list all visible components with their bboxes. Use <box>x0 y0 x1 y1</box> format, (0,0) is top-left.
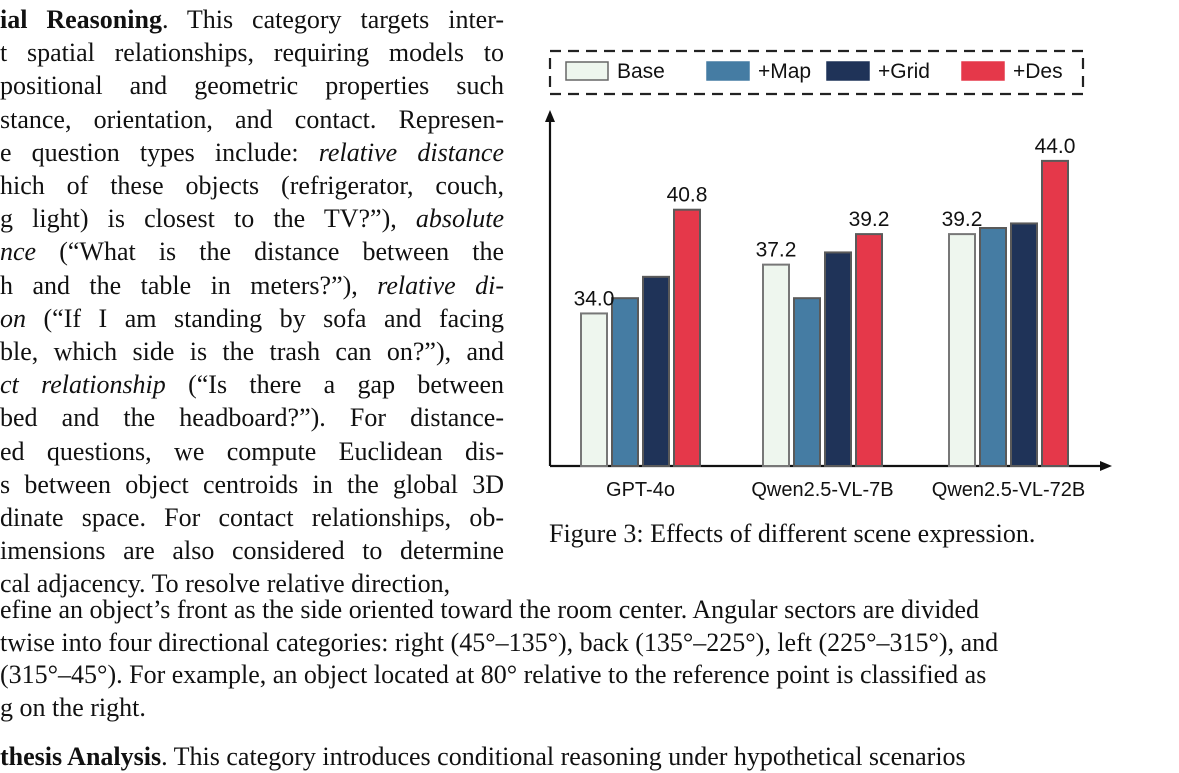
text-segment: h and the table in meters?”), <box>0 270 378 300</box>
legend-label: +Grid <box>878 60 930 83</box>
text-line: g light) is closest to the TV?”), absolu… <box>0 203 504 235</box>
text-segment: hich of these objects (refrigerator, cou… <box>0 171 504 200</box>
legend-label: +Des <box>1013 60 1063 83</box>
section-heading: thesis Analysis <box>0 742 162 771</box>
legend-swatch <box>961 61 1005 81</box>
bar <box>1041 159 1069 467</box>
data-label: 37.2 <box>756 239 797 262</box>
text-segment: nce <box>0 237 37 267</box>
next-paragraph-line: thesis Analysis. This category introduce… <box>0 741 966 773</box>
text-line: ble, which side is the trash can on?”), … <box>0 336 504 368</box>
text-line: stance, orientation, and contact. Repres… <box>0 104 504 136</box>
text-line: g on the right. <box>0 692 146 722</box>
text-line: hich of these objects (refrigerator, cou… <box>0 170 504 202</box>
text-segment: t spatial relationships, requiring model… <box>0 38 504 68</box>
bar <box>948 233 976 467</box>
text-segment: ct relationship <box>0 370 166 400</box>
legend-label: Base <box>617 60 665 83</box>
text-line: ial Reasoning. This category targets int… <box>0 4 504 36</box>
x-tick-label: GPT-4o <box>606 479 675 501</box>
text-segment: . This category introduces conditional r… <box>161 742 966 771</box>
x-tick-label: Qwen2.5-VL-72B <box>932 479 1085 501</box>
bar <box>762 263 790 467</box>
y-axis-arrow <box>545 110 555 122</box>
bar <box>824 251 852 467</box>
bar-chart: Base +Map +Grid +Des GPT-4o Qwen2.5-VL-7B Qwen… <box>545 49 1112 501</box>
text-segment: stance, orientation, and contact. Repres… <box>0 104 504 134</box>
text-segment: absolute <box>415 204 504 234</box>
text-segment: relative distance <box>318 137 504 167</box>
text-line: e question types include: relative dista… <box>0 137 504 169</box>
text-segment: (“Is there a gap between <box>165 370 504 400</box>
legend-swatch <box>826 61 870 81</box>
text-segment: . This category targets inter- <box>161 5 505 34</box>
data-label: 40.8 <box>667 184 708 207</box>
legend-swatch <box>565 61 609 81</box>
text-segment: relative di- <box>377 270 504 300</box>
section-heading: ial Reasoning <box>0 5 162 34</box>
text-segment: g light) is closest to the TV?”), <box>0 204 416 234</box>
text-line: cal adjacency. To resolve relative direc… <box>0 568 504 600</box>
bar <box>642 275 670 467</box>
text-line: twise into four directional categories: … <box>0 627 999 657</box>
text-segment: imensions are also considered to determi… <box>0 536 504 566</box>
x-axis-arrow <box>1100 461 1112 471</box>
legend-label: +Map <box>758 60 811 83</box>
text-line: on (“If I am standing by sofa and facing <box>0 303 504 335</box>
bar <box>580 312 608 467</box>
text-segment: cal adjacency. To resolve relative direc… <box>0 569 451 599</box>
bar <box>1010 222 1038 467</box>
bar <box>673 208 701 467</box>
text-line: imensions are also considered to determi… <box>0 535 504 567</box>
text-line: efine an object’s front as the side orie… <box>0 595 979 624</box>
figure-caption: Figure 3: Effects of different scene exp… <box>549 519 1036 548</box>
bar <box>979 227 1007 467</box>
data-label: 39.2 <box>849 208 890 231</box>
bar <box>611 297 639 467</box>
text-segment: dinate space. For contact relationships,… <box>0 503 504 532</box>
text-segment: bed and the headboard?”). For distance- <box>0 403 504 433</box>
text-line: ed questions, we compute Euclidean dis- <box>0 436 504 468</box>
text-segment: positional and geometric properties such <box>0 71 504 101</box>
text-segment: on <box>0 303 26 333</box>
text-line: t spatial relationships, requiring model… <box>0 37 504 69</box>
text-line: h and the table in meters?”), relative d… <box>0 270 504 302</box>
text-segment: (“If I am standing by sofa and facing <box>26 303 504 333</box>
legend-swatch <box>706 61 750 81</box>
text-line: bed and the headboard?”). For distance- <box>0 402 504 434</box>
text-line: nce (“What is the distance between the <box>0 236 504 268</box>
text-line: (315°–45°). For example, an object locat… <box>0 660 987 689</box>
text-segment: ed questions, we compute Euclidean dis- <box>0 436 504 466</box>
text-line: ct relationship (“Is there a gap between <box>0 369 504 401</box>
text-line: s between object centroids in the global… <box>0 469 504 501</box>
x-tick-label: Qwen2.5-VL-7B <box>751 479 893 501</box>
text-segment: s between object centroids in the global… <box>0 469 504 499</box>
text-segment: ble, which side is the trash can on?”), … <box>0 337 504 366</box>
text-line: dinate space. For contact relationships,… <box>0 502 504 534</box>
text-line: positional and geometric properties such <box>0 70 504 102</box>
bar <box>793 297 821 467</box>
text-segment: e question types include: <box>0 137 319 167</box>
bar <box>855 233 883 467</box>
text-segment: (“What is the distance between the <box>36 237 504 267</box>
data-label: 44.0 <box>1035 135 1076 158</box>
data-label: 34.0 <box>574 287 615 310</box>
data-label: 39.2 <box>942 208 983 231</box>
